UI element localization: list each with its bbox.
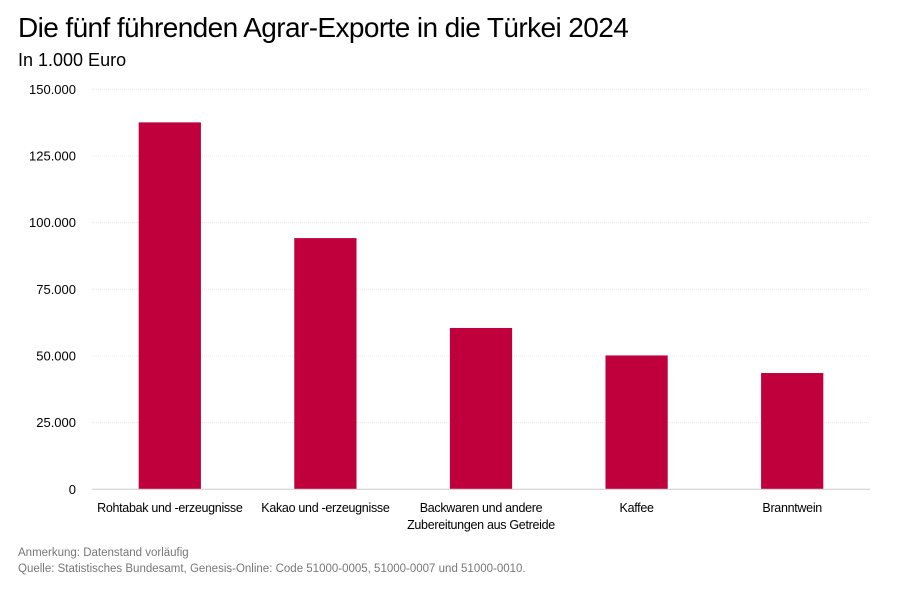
y-tick-label: 100.000: [29, 215, 76, 230]
bar: [138, 122, 201, 490]
source-note: Quelle: Statistisches Bundesamt, Genesis…: [18, 563, 526, 575]
x-tick-label: Branntwein: [762, 501, 822, 515]
y-tick-label: 0: [69, 482, 76, 497]
y-tick-label: 50.000: [36, 348, 76, 363]
x-tick-label: Backwaren und andere Zubereitungen aus G…: [407, 501, 555, 532]
chart-title: Die fünf führenden Agrar-Exporte in die …: [18, 12, 629, 43]
y-tick-label: 150.000: [29, 82, 76, 97]
x-tick-label: Kaffee: [619, 501, 654, 515]
chart-subtitle: In 1.000 Euro: [18, 50, 127, 70]
bar: [761, 373, 824, 490]
bar: [449, 327, 513, 490]
remark-note: Anmerkung: Datenstand vorläufig: [18, 547, 189, 559]
x-tick-label: Kakao und -erzeugnisse: [261, 501, 390, 515]
bar: [605, 355, 668, 490]
y-tick-label: 125.000: [29, 148, 76, 163]
y-tick-label: 75.000: [36, 282, 76, 297]
x-tick-label: Rohtabak und -erzeugnisse: [97, 501, 243, 515]
bar: [294, 238, 357, 490]
y-tick-label: 25.000: [36, 415, 76, 430]
